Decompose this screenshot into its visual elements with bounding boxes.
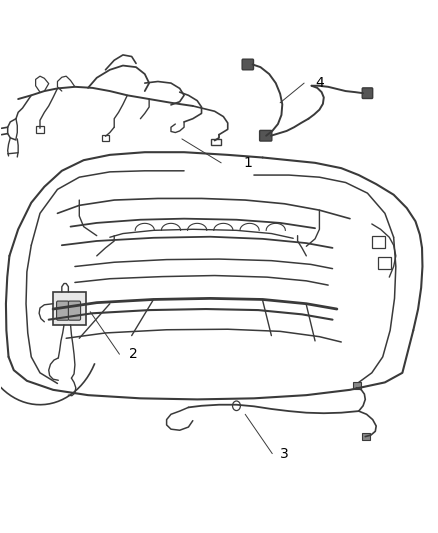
Text: 4: 4 <box>315 76 324 90</box>
Text: 1: 1 <box>243 156 252 170</box>
Bar <box>102 135 109 141</box>
Text: 3: 3 <box>280 447 289 461</box>
Bar <box>372 236 385 248</box>
FancyBboxPatch shape <box>242 59 254 70</box>
Bar <box>36 126 44 133</box>
Text: 2: 2 <box>130 347 138 361</box>
Bar <box>362 433 370 440</box>
FancyBboxPatch shape <box>362 88 373 99</box>
Bar <box>353 382 361 389</box>
Bar <box>378 257 392 269</box>
FancyBboxPatch shape <box>260 131 272 141</box>
Circle shape <box>233 401 240 410</box>
FancyBboxPatch shape <box>68 301 81 320</box>
FancyBboxPatch shape <box>57 301 69 320</box>
Bar <box>53 292 86 325</box>
Bar <box>211 139 221 146</box>
